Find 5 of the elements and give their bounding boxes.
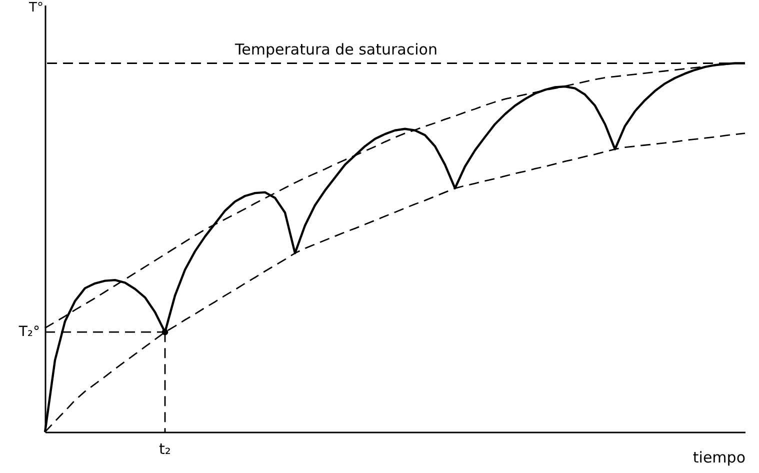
x-axis-title: tiempo [692,448,746,466]
ref-line-label: Temperatura de saturacion [234,40,438,58]
text: T₂° [18,324,40,340]
text: t₂ [159,440,171,458]
y-axis-title: T° [28,0,44,16]
